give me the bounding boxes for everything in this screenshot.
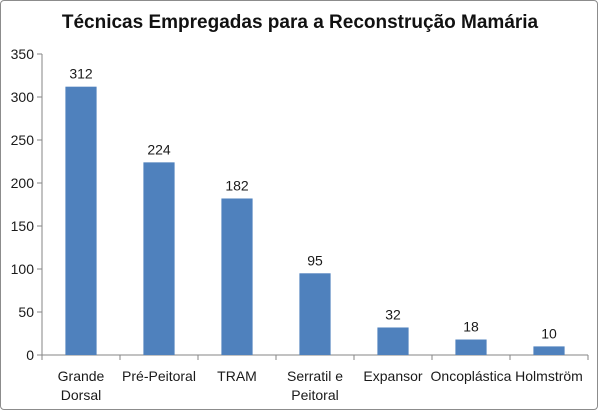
y-tick-label: 100 [11,261,35,277]
bar [143,162,175,355]
data-label: 182 [225,177,249,193]
x-tick-label: Oncoplástica [431,368,512,384]
data-label: 224 [147,141,171,157]
y-tick-label: 350 [11,46,35,62]
bar [299,273,331,355]
x-tick-label: Pré-Peitoral [122,368,196,384]
y-tick-label: 250 [11,132,35,148]
bar [377,327,409,355]
bar [221,198,253,355]
y-tick-label: 150 [11,218,35,234]
x-tick-label: Serratil e Peitoral [287,368,343,403]
chart-title: Técnicas Empregadas para a Reconstrução … [61,12,539,33]
x-tick-label: TRAM [217,368,257,384]
bar [455,339,487,355]
data-label: 18 [463,319,479,335]
bar [533,346,565,355]
bar [65,86,97,356]
x-tick-label: Expansor [363,368,422,384]
data-label: 32 [385,306,401,322]
y-tick-label: 300 [11,89,35,105]
y-tick-label: 200 [11,175,35,191]
y-tick-label: 0 [26,347,34,363]
data-label: 95 [307,252,323,268]
data-label: 10 [541,325,557,341]
y-tick-label: 50 [18,304,34,320]
x-tick-label: Holmström [515,368,583,384]
data-label: 312 [69,66,93,82]
x-tick-label: Grande Dorsal [58,368,105,403]
